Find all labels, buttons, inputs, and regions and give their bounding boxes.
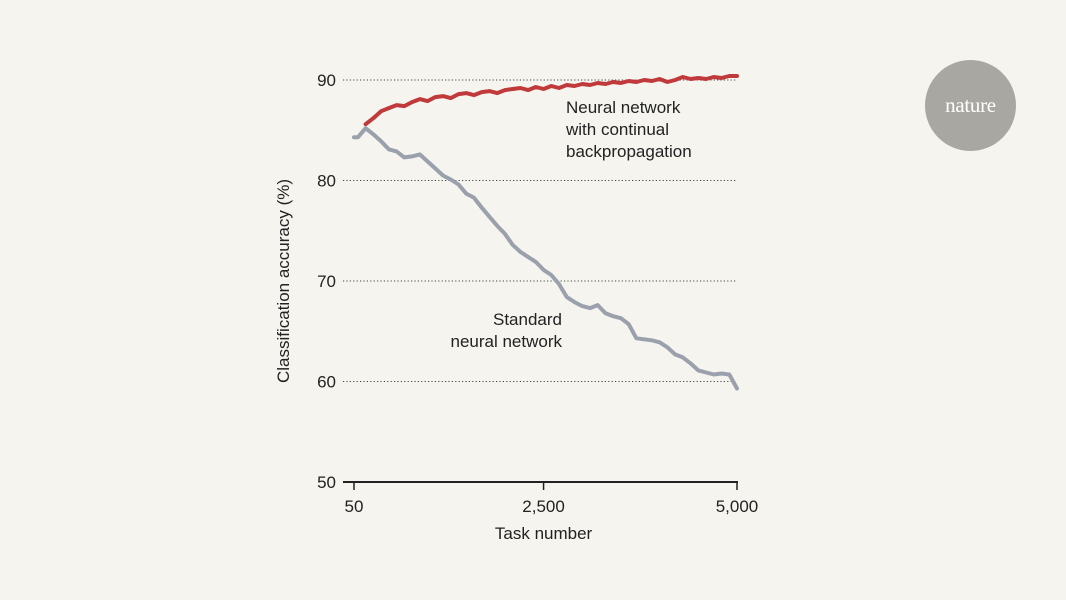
- series-label-0-line-2: backpropagation: [566, 142, 692, 161]
- series-lines: [352, 74, 739, 391]
- series-line-1: [352, 126, 739, 391]
- series-label-1-line-1: neural network: [450, 332, 562, 351]
- gridlines: [343, 79, 737, 382]
- y-ticks: 50 60 70 80 90: [317, 71, 336, 492]
- y-axis-title: Classification accuracy (%): [274, 179, 293, 383]
- series-label-1: Standard neural network: [450, 310, 562, 351]
- series-labels: Neural network with continual backpropagat…: [450, 98, 691, 351]
- series-label-0: Neural network with continual backpropagat…: [565, 98, 692, 161]
- y-tick-label-70: 70: [317, 272, 336, 291]
- nature-logo: nature: [925, 60, 1016, 151]
- y-tick-label-50: 50: [317, 473, 336, 492]
- x-ticks: 50 2,500 5,000: [345, 482, 759, 516]
- series-label-0-line-0: Neural network: [566, 98, 681, 117]
- x-tick-label-50: 50: [345, 497, 364, 516]
- y-tick-label-90: 90: [317, 71, 336, 90]
- y-tick-label-80: 80: [317, 172, 336, 191]
- x-axis-title: Task number: [495, 524, 593, 543]
- series-line-0: [363, 74, 739, 127]
- logo-text: nature: [945, 93, 996, 117]
- x-tick-label-5000: 5,000: [716, 497, 759, 516]
- y-tick-label-60: 60: [317, 373, 336, 392]
- series-label-1-line-0: Standard: [493, 310, 562, 329]
- series-label-0-line-1: with continual: [565, 120, 669, 139]
- x-tick-label-2500: 2,500: [522, 497, 565, 516]
